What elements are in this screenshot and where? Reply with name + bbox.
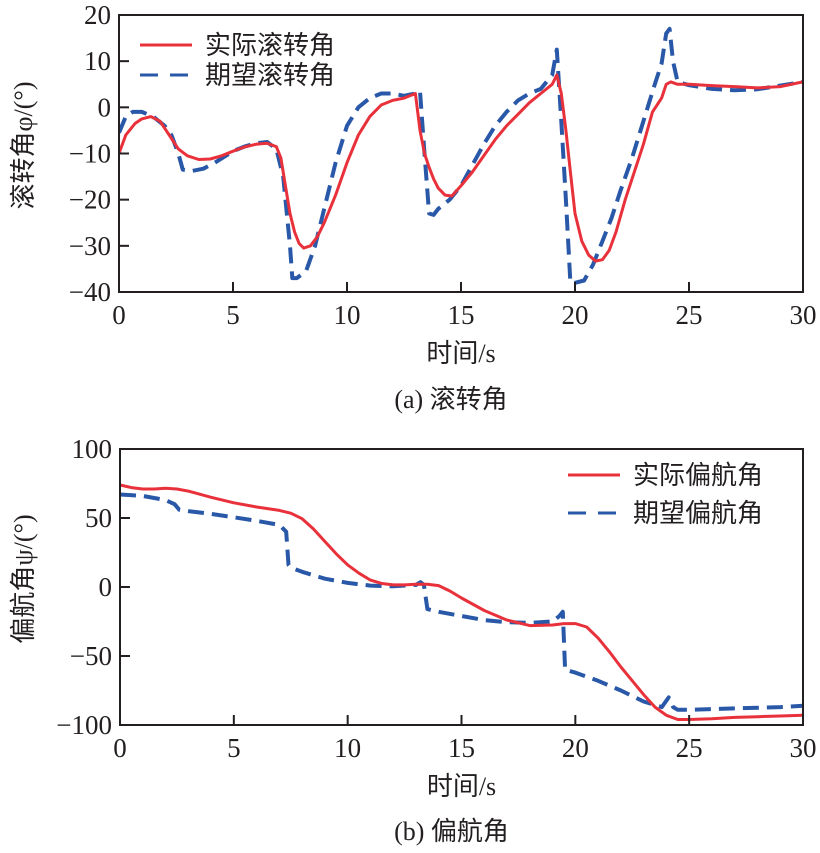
- x-tick-label: 20: [562, 733, 589, 763]
- y-tick-label: −40: [69, 277, 111, 307]
- x-tick-label: 0: [112, 300, 126, 330]
- x-tick-label: 25: [676, 733, 703, 763]
- y-tick-label: −20: [69, 185, 111, 215]
- y-tick-label: 50: [85, 503, 112, 533]
- y-tick-label: 100: [72, 434, 113, 464]
- y-axis-title: 偏航角ψ/(°): [9, 514, 38, 643]
- plot-frame: [119, 448, 804, 726]
- x-tick-label: 30: [790, 300, 817, 330]
- legend-label: 期望滚转角: [205, 61, 335, 90]
- x-tick-label: 5: [227, 733, 241, 763]
- x-tick-label: 15: [448, 733, 475, 763]
- legend-label: 实际滚转角: [205, 31, 335, 60]
- legend-label: 实际偏航角: [633, 461, 763, 490]
- x-tick-label: 5: [226, 300, 240, 330]
- y-tick-label: −30: [69, 231, 111, 261]
- x-tick-label: 25: [676, 300, 703, 330]
- y-tick-label: 0: [99, 572, 113, 602]
- series-line-desired: [120, 492, 803, 712]
- y-tick-label: −50: [70, 641, 112, 671]
- x-tick-label: 10: [334, 733, 361, 763]
- x-axis-title: 时间/s: [426, 339, 495, 368]
- legend-label: 期望偏航角: [633, 499, 763, 528]
- y-tick-label: 10: [84, 46, 111, 76]
- x-tick-label: 0: [113, 733, 127, 763]
- y-tick-label: 20: [84, 0, 111, 30]
- series-line-actual: [119, 73, 803, 263]
- figure-caption: (b) 偏航角: [394, 817, 509, 846]
- y-tick-label: −100: [56, 710, 112, 740]
- figure-caption: (a) 滚转角: [394, 385, 507, 414]
- x-tick-label: 30: [790, 733, 817, 763]
- y-axis-title: 滚转角φ/(°): [9, 82, 38, 210]
- y-tick-label: −10: [69, 139, 111, 169]
- x-tick-label: 20: [562, 300, 589, 330]
- x-axis-title: 时间/s: [427, 772, 496, 801]
- x-tick-label: 10: [334, 300, 361, 330]
- x-tick-label: 15: [448, 300, 475, 330]
- y-tick-label: 0: [98, 92, 112, 122]
- series-line-actual: [120, 483, 803, 721]
